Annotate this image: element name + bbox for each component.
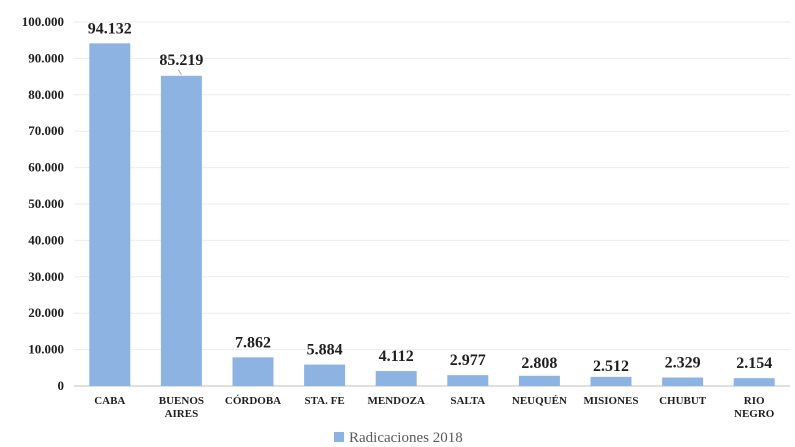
y-tick-label: 50.000 <box>28 196 64 211</box>
x-tick-label: NEUQUÉN <box>512 395 567 407</box>
data-label: 2.808 <box>521 355 557 372</box>
data-label: 4.112 <box>379 348 414 365</box>
legend-swatch <box>334 432 344 442</box>
bar <box>590 376 632 386</box>
y-tick-label: 60.000 <box>28 160 64 175</box>
y-tick-label: 70.000 <box>28 123 64 138</box>
bar <box>733 378 775 386</box>
x-tick-label: BUENOS AIRES <box>159 395 204 420</box>
x-tick-label: CHUBUT <box>659 395 707 407</box>
y-tick-label: 20.000 <box>28 305 64 320</box>
data-label: 5.884 <box>307 342 343 359</box>
y-tick-label: 30.000 <box>28 269 64 284</box>
x-tick-label: MENDOZA <box>367 395 425 407</box>
data-labels: 94.132 85.219 7.862 5.884 4.112 2.977 2.808 2.5… <box>88 20 772 374</box>
x-axis: CABA BUENOS AIRES CÓRDOBA STA. FE MENDOZA SALT… <box>94 395 775 420</box>
data-label: 94.132 <box>88 20 132 37</box>
leader-line <box>177 69 182 76</box>
bars <box>89 43 775 386</box>
x-tick-label: STA. FE <box>305 395 345 407</box>
x-tick-label: CABA <box>94 395 125 407</box>
y-tick-label: 100.000 <box>22 14 64 29</box>
label-leader-lines <box>177 69 182 76</box>
bar <box>304 364 346 386</box>
data-label: 2.512 <box>593 358 629 375</box>
legend: Radicaciones 2018 <box>334 430 463 446</box>
data-label: 85.219 <box>159 52 203 69</box>
data-label: 2.329 <box>665 355 701 372</box>
y-tick-label: 10.000 <box>28 342 64 357</box>
y-tick-label: 40.000 <box>28 232 64 247</box>
x-tick-label: SALTA <box>450 395 485 407</box>
legend-label: Radicaciones 2018 <box>349 430 463 446</box>
bar <box>160 75 202 386</box>
data-label: 2.154 <box>736 355 772 372</box>
y-axis: 0 10.000 20.000 30.000 40.000 50.000 60.000 70.… <box>22 14 64 393</box>
bar <box>375 371 417 386</box>
x-tick-label: MISIONES <box>583 395 638 407</box>
data-label: 2.977 <box>450 352 486 369</box>
bar <box>662 377 704 386</box>
y-tick-label: 90.000 <box>28 50 64 65</box>
bar <box>518 375 560 386</box>
bar <box>447 375 489 386</box>
data-label: 7.862 <box>235 334 271 351</box>
bar <box>232 357 274 386</box>
bar <box>89 43 131 386</box>
y-tick-label: 80.000 <box>28 87 64 102</box>
y-tick-label: 0 <box>58 378 65 393</box>
x-tick-label: RIO NEGRO <box>734 395 775 420</box>
x-tick-label: CÓRDOBA <box>225 395 281 407</box>
